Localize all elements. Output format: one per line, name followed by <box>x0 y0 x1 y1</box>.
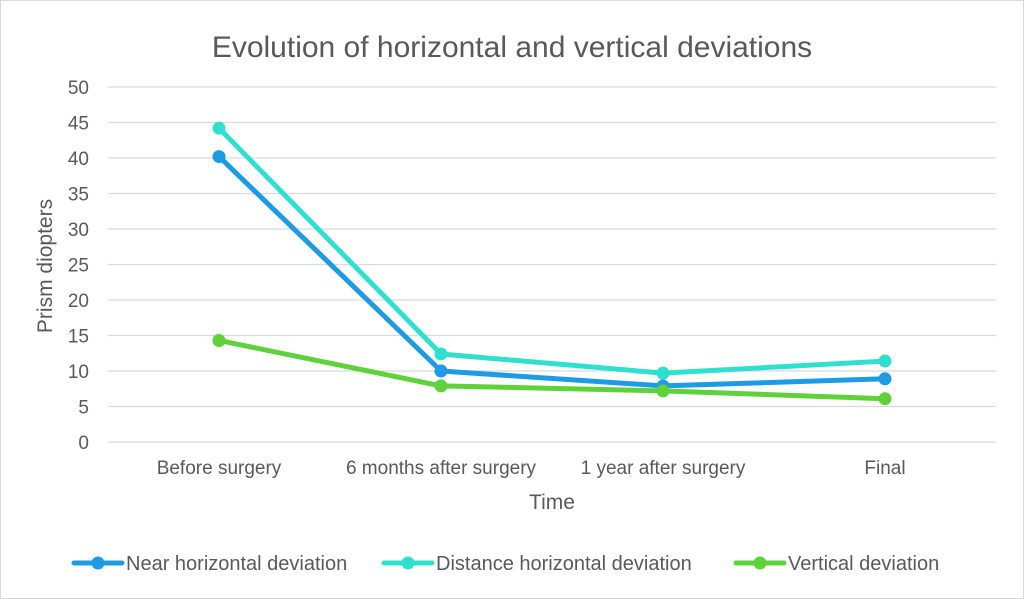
x-tick-label: Final <box>864 458 905 479</box>
series-line <box>216 337 888 402</box>
y-tick-label: 30 <box>68 220 89 241</box>
x-tick-labels: Before surgery 6 months after surgery 1 ye… <box>157 458 906 479</box>
data-point <box>212 121 226 135</box>
series-3 <box>212 333 892 406</box>
x-tick-label: 6 months after surgery <box>346 458 537 479</box>
legend-item: Distance horizontal deviation <box>381 553 692 575</box>
y-tick-label: 25 <box>68 256 89 277</box>
legend-label: Distance horizontal deviation <box>436 553 692 575</box>
y-tick-label: 15 <box>68 327 89 348</box>
data-point <box>878 372 892 386</box>
x-tick-label: Before surgery <box>157 458 282 479</box>
y-tick-label: 45 <box>68 114 89 135</box>
legend-marker <box>91 556 105 570</box>
x-tick-label: 1 year after surgery <box>581 458 746 479</box>
y-tick-label: 20 <box>68 291 89 312</box>
y-tick-labels: 0 5 10 15 20 25 30 35 40 45 50 <box>68 78 89 454</box>
x-axis-label: Time <box>529 491 575 514</box>
data-point <box>434 347 448 361</box>
legend-marker <box>401 556 415 570</box>
legend-label: Near horizontal deviation <box>126 553 347 575</box>
y-tick-label: 35 <box>68 185 89 206</box>
data-point <box>878 354 892 368</box>
y-tick-label: 40 <box>68 149 89 170</box>
data-point <box>434 364 448 378</box>
gridlines <box>108 86 996 443</box>
y-tick-label: 0 <box>78 433 89 454</box>
chart-title: Evolution of horizontal and vertical dev… <box>212 31 812 64</box>
y-tick-label: 5 <box>78 398 89 419</box>
series-1 <box>212 150 892 393</box>
data-point <box>434 379 448 393</box>
series-line <box>216 125 888 376</box>
data-point <box>212 150 226 164</box>
series-lines <box>212 121 892 406</box>
legend-item: Vertical deviation <box>733 553 939 575</box>
data-point <box>656 366 670 380</box>
legend-marker <box>753 556 767 570</box>
y-axis-label: Prism diopters <box>34 199 57 333</box>
data-point <box>656 384 670 398</box>
series-2 <box>212 121 892 380</box>
data-point <box>878 392 892 406</box>
y-tick-label: 50 <box>68 78 89 99</box>
legend-item: Near horizontal deviation <box>71 553 347 575</box>
legend: Near horizontal deviation Distance horizo… <box>71 553 939 575</box>
legend-label: Vertical deviation <box>788 553 939 575</box>
series-line <box>216 154 888 389</box>
y-tick-label: 10 <box>68 362 89 383</box>
data-point <box>212 333 226 347</box>
